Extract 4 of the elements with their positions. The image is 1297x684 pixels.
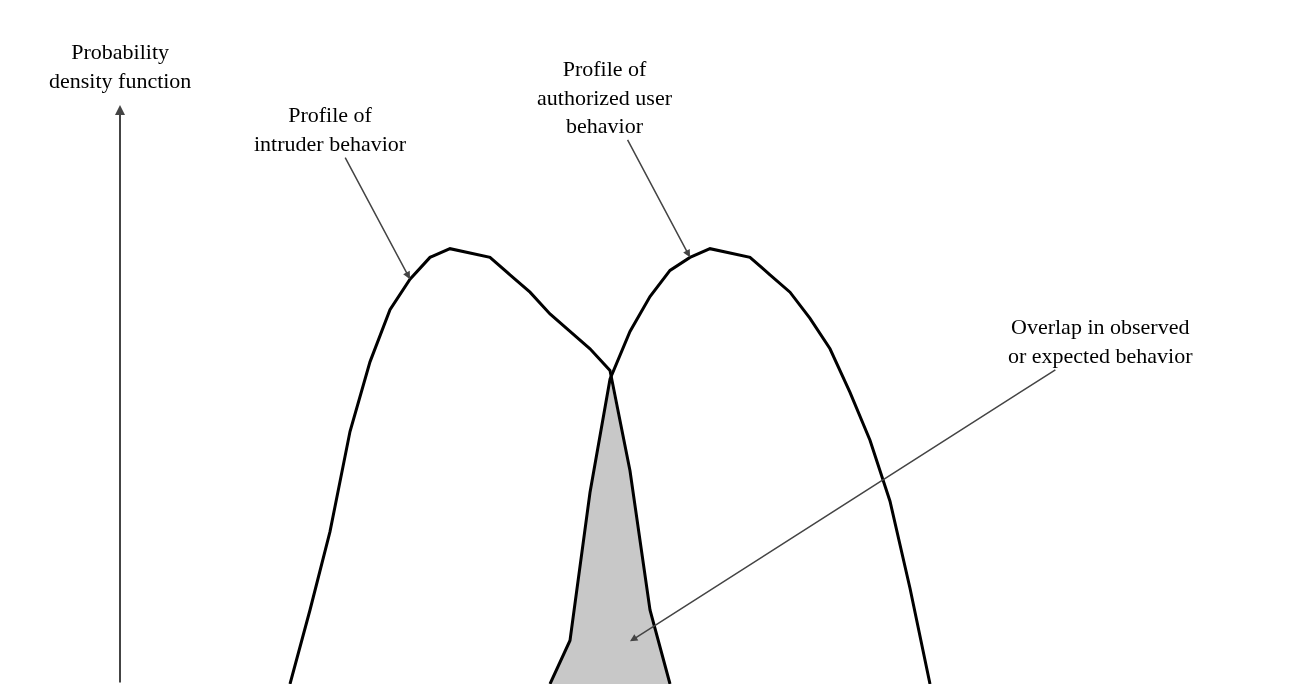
- text: Overlap in observed or expected behavior: [1008, 314, 1194, 368]
- text: Profile of intruder behavior: [254, 102, 407, 156]
- text: Profile of authorized user behavior: [537, 56, 673, 139]
- text: Probability density function: [49, 39, 192, 93]
